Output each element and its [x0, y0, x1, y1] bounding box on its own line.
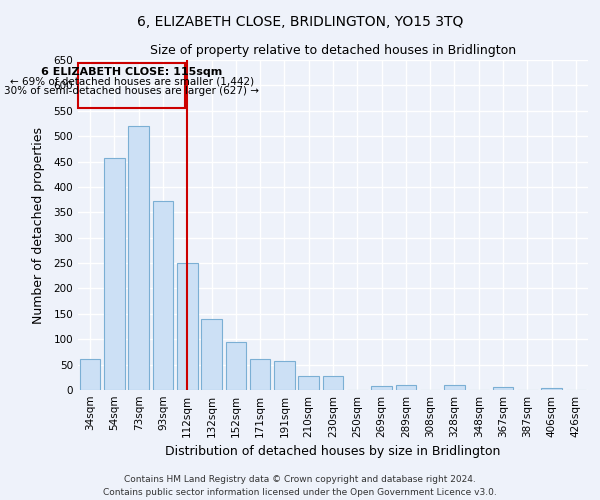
Text: Contains public sector information licensed under the Open Government Licence v3: Contains public sector information licen… [103, 488, 497, 497]
Title: Size of property relative to detached houses in Bridlington: Size of property relative to detached ho… [150, 44, 516, 58]
Bar [493, 388, 514, 390]
Bar [323, 376, 343, 390]
Text: 30% of semi-detached houses are larger (627) →: 30% of semi-detached houses are larger (… [4, 86, 259, 96]
Bar [226, 342, 246, 390]
Text: 6, ELIZABETH CLOSE, BRIDLINGTON, YO15 3TQ: 6, ELIZABETH CLOSE, BRIDLINGTON, YO15 3T… [137, 15, 463, 29]
Bar [201, 319, 222, 390]
Bar [444, 385, 465, 390]
Bar [79, 62, 185, 108]
Text: ← 69% of detached houses are smaller (1,442): ← 69% of detached houses are smaller (1,… [10, 77, 254, 87]
Bar [250, 358, 271, 390]
Bar [371, 386, 392, 390]
Bar [274, 361, 295, 390]
Text: Contains HM Land Registry data © Crown copyright and database right 2024.: Contains HM Land Registry data © Crown c… [124, 476, 476, 484]
Y-axis label: Number of detached properties: Number of detached properties [32, 126, 45, 324]
Bar [298, 376, 319, 390]
Text: 6 ELIZABETH CLOSE: 115sqm: 6 ELIZABETH CLOSE: 115sqm [41, 67, 223, 77]
X-axis label: Distribution of detached houses by size in Bridlington: Distribution of detached houses by size … [166, 446, 500, 458]
Bar [104, 158, 125, 390]
Bar [152, 201, 173, 390]
Bar [395, 385, 416, 390]
Bar [177, 263, 197, 390]
Bar [128, 126, 149, 390]
Bar [80, 358, 100, 390]
Bar [541, 388, 562, 390]
